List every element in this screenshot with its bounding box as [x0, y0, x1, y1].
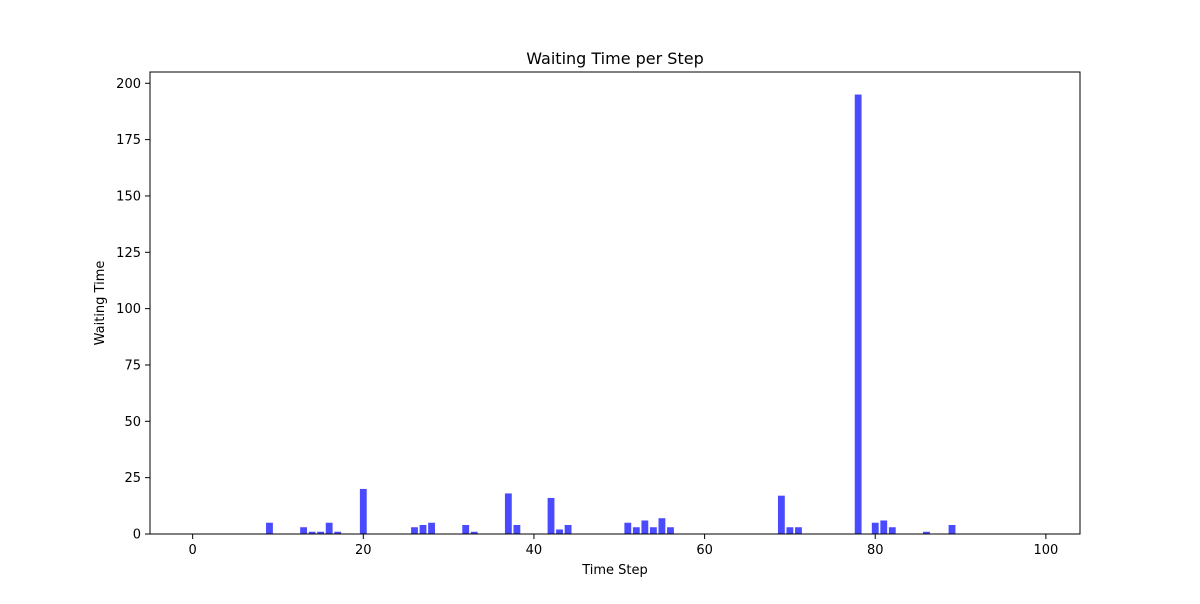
x-tick-label: 40	[526, 543, 543, 558]
bar-step-78	[854, 94, 862, 534]
y-tick-label: 0	[133, 528, 141, 543]
x-axis-ticks: 0 20 40 60 80 100	[189, 534, 1058, 558]
x-tick-label: 80	[867, 543, 884, 558]
bar-step-56	[667, 527, 674, 534]
bar-step-70	[786, 527, 794, 534]
bar-step-9	[266, 522, 273, 534]
x-tick-label: 100	[1033, 543, 1058, 558]
y-tick-label: 75	[124, 358, 141, 373]
bar-step-71	[795, 527, 802, 534]
bar-step-14	[308, 531, 316, 534]
bar-step-53	[641, 520, 649, 534]
x-tick-label: 20	[355, 543, 372, 558]
y-tick-label: 125	[116, 246, 141, 261]
y-tick-label: 200	[116, 77, 141, 92]
bar-step-13	[300, 527, 307, 534]
bar-step-55	[658, 518, 666, 534]
plot-frame	[149, 71, 1081, 535]
bar-step-69	[777, 495, 785, 534]
chart-title: Waiting Time per Step	[526, 49, 703, 68]
bar-step-80	[871, 522, 879, 534]
bar-step-86	[923, 531, 930, 534]
bar-step-15	[317, 531, 325, 534]
bar-step-17	[334, 531, 342, 534]
bar-step-82	[888, 527, 896, 534]
bar-step-28	[428, 522, 435, 534]
bar-step-81	[880, 520, 888, 534]
bars-group	[266, 94, 956, 534]
bar-step-33	[470, 531, 478, 534]
y-tick-label: 150	[116, 189, 141, 204]
y-tick-label: 175	[116, 133, 141, 148]
bar-step-27	[419, 524, 427, 534]
x-tick-label: 60	[696, 543, 713, 558]
y-tick-label: 25	[124, 471, 141, 486]
bar-step-52	[632, 527, 640, 534]
bar-step-20	[359, 488, 367, 534]
y-tick-label: 100	[116, 302, 141, 317]
x-axis-label: Time Step	[581, 563, 648, 578]
bar-step-32	[462, 524, 470, 534]
bar-step-89	[948, 524, 956, 534]
y-tick-label: 50	[124, 415, 141, 430]
bar-step-44	[564, 524, 572, 534]
bar-step-38	[513, 524, 521, 534]
y-axis-ticks: 0 25 50 75 100 125 150 175 200	[116, 77, 150, 543]
bar-step-26	[411, 527, 418, 534]
bar-step-51	[624, 522, 632, 534]
y-axis-label: Waiting Time	[93, 261, 108, 346]
bar-step-42	[547, 497, 555, 534]
bar-step-54	[649, 527, 657, 534]
bar-step-43	[556, 529, 563, 534]
bar-step-37	[504, 493, 512, 534]
bar-step-16	[325, 522, 333, 534]
x-tick-label: 0	[189, 543, 197, 558]
